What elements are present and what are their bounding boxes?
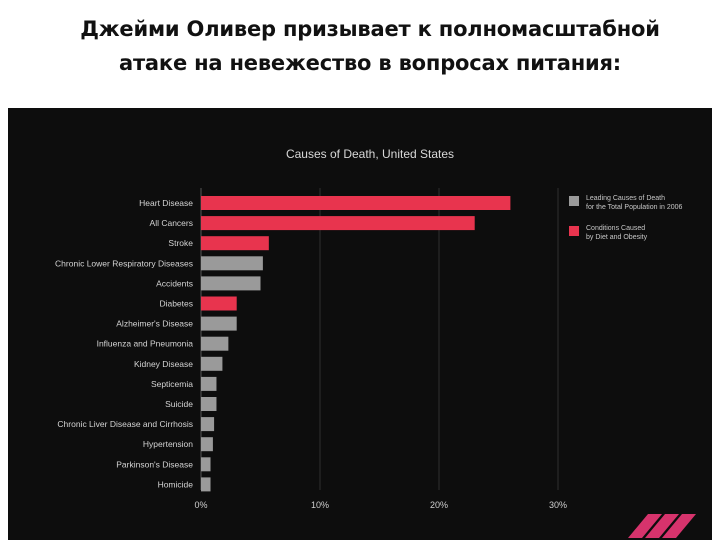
category-label: Hypertension (143, 439, 193, 449)
bar (201, 457, 211, 472)
slide-title: Джейми Оливер призывает к полномасштабно… (40, 12, 700, 80)
legend: Leading Causes of Death for the Total Pop… (569, 195, 682, 241)
bar (201, 356, 223, 371)
category-label: Chronic Liver Disease and Cirrhosis (57, 419, 193, 429)
x-tick-label: 20% (430, 500, 448, 510)
chart-title: Causes of Death, United States (286, 147, 454, 161)
x-axis-ticks: 0% 10% 20% 30% (194, 500, 567, 510)
bar (201, 336, 229, 351)
bar (201, 216, 475, 231)
legend-label: Leading Causes of Death (586, 195, 665, 202)
bar (201, 196, 511, 210)
category-label: Accidents (156, 278, 193, 288)
bar (201, 417, 215, 432)
category-label: All Cancers (150, 218, 193, 228)
bar (201, 296, 237, 311)
bar (201, 437, 213, 452)
category-label: Heart Disease (139, 198, 193, 208)
category-label: Influenza and Pneumonia (97, 339, 194, 349)
x-tick-label: 30% (549, 500, 567, 510)
slide-title-line-1: Джейми Оливер призывает к полномасштабно… (80, 17, 660, 41)
category-label: Suicide (165, 399, 193, 409)
legend-label: for the Total Population in 2006 (586, 204, 682, 211)
bar (201, 316, 237, 331)
chart-panel: Causes of Death, United States Heart Dis… (8, 108, 712, 540)
category-label: Chronic Lower Respiratory Diseases (55, 258, 193, 268)
category-label: Diabetes (159, 299, 193, 309)
legend-label: Conditions Caused (586, 225, 645, 232)
category-labels: Heart Disease All Cancers Stroke Chronic Lo… (55, 198, 193, 489)
legend-swatch (569, 196, 579, 206)
logo-slashes-icon (628, 514, 696, 538)
legend-swatch (569, 226, 579, 236)
legend-label: by Diet and Obesity (586, 234, 648, 241)
x-tick-label: 10% (311, 500, 329, 510)
category-label: Homicide (158, 479, 194, 489)
category-label: Kidney Disease (134, 359, 193, 369)
grid-lines (200, 188, 559, 490)
bar (201, 376, 217, 391)
category-label: Parkinson's Disease (116, 459, 193, 469)
x-tick-label: 0% (194, 500, 207, 510)
bars (201, 196, 511, 492)
slide-title-line-2: атаке на невежество в вопросах питания: (118, 51, 621, 75)
category-label: Septicemia (151, 379, 193, 389)
category-label: Alzheimer's Disease (116, 319, 193, 329)
bar (201, 236, 269, 251)
category-label: Stroke (168, 238, 193, 248)
bar (201, 477, 211, 492)
bar (201, 256, 263, 271)
bar (201, 276, 261, 291)
causes-of-death-chart: Causes of Death, United States Heart Dis… (55, 147, 696, 538)
bar (201, 397, 217, 411)
